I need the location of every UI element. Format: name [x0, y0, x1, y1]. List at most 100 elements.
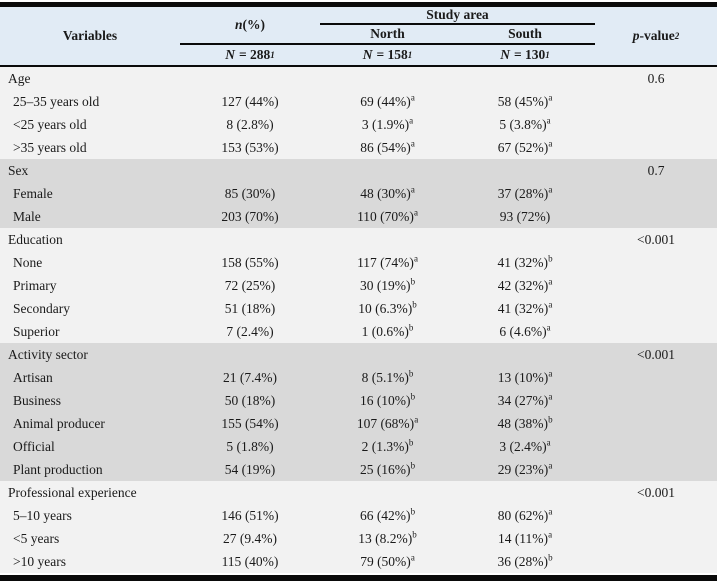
- south-superscript: a: [548, 529, 553, 539]
- north-value: 86 (54%): [360, 139, 411, 155]
- cell-north: 86 (54%)a: [320, 138, 455, 156]
- group-header-row: Age 0.6: [0, 67, 717, 90]
- south-superscript: a: [548, 184, 553, 194]
- cell-south: 58 (45%)a: [455, 92, 595, 110]
- table-row: 25–35 years old 127 (44%) 69 (44%)a 58 (…: [0, 90, 717, 113]
- cell-south: 67 (52%)a: [455, 139, 595, 156]
- row-label: Plant production: [13, 461, 103, 477]
- north-value: 48 (30%): [360, 185, 411, 201]
- south-superscript: a: [548, 391, 553, 401]
- cell-north: 3 (1.9%)a: [320, 116, 455, 133]
- south-superscript: a: [546, 115, 551, 125]
- cell-south: 29 (23%)a: [455, 460, 595, 478]
- cell-total: 50 (18%): [180, 393, 320, 409]
- cell-total: 5 (1.8%): [180, 439, 320, 455]
- north-value: 110 (70%): [357, 208, 414, 224]
- group-header-row: Activity sector <0.001: [0, 343, 717, 366]
- south-superscript: a: [546, 322, 551, 332]
- south-value: 14 (11%): [497, 530, 549, 546]
- table-row: Male 203 (70%) 110 (70%)a 93 (72%): [0, 205, 717, 228]
- row-label: Superior: [13, 323, 60, 339]
- south-superscript: a: [548, 92, 553, 102]
- row-label: Official: [13, 438, 55, 454]
- south-superscript: a: [548, 368, 553, 378]
- table-row: Artisan 21 (7.4%) 8 (5.1%)b 13 (10%)a: [0, 366, 717, 389]
- row-label: None: [13, 254, 43, 270]
- north-value: 16 (10%): [359, 392, 411, 408]
- cell-north: 79 (50%)a: [320, 552, 455, 570]
- north-superscript: a: [414, 414, 419, 424]
- north-superscript: a: [413, 253, 418, 263]
- row-label: Secondary: [13, 300, 70, 316]
- group-header-row: Professional experience <0.001: [0, 481, 717, 504]
- total-value: 51 (18%): [224, 300, 276, 316]
- north-superscript: b: [410, 506, 416, 516]
- north-superscript: b: [408, 368, 414, 378]
- north-value: 8 (5.1%): [361, 369, 409, 385]
- cell-total: 21 (7.4%): [180, 370, 320, 386]
- cell-south: 41 (32%)a: [455, 299, 595, 317]
- total-value: 50 (18%): [224, 392, 276, 408]
- north-superscript: b: [412, 299, 417, 309]
- south-superscript: a: [548, 299, 553, 309]
- n-pct-rest: (%): [242, 17, 266, 32]
- n-south-value: = 130: [513, 47, 546, 62]
- south-label: South: [508, 26, 542, 41]
- table-row: >10 years 115 (40%) 79 (50%)a 36 (28%)b: [0, 550, 717, 573]
- group-label: Professional experience: [8, 484, 137, 500]
- n-north-cell: N = 158 1: [362, 47, 413, 62]
- column-header-north: North: [320, 25, 455, 45]
- south-superscript: a: [548, 460, 553, 470]
- north-value: 66 (42%): [359, 507, 411, 523]
- cell-north: 1 (0.6%)b: [320, 323, 455, 340]
- study-area-label: Study area: [426, 6, 489, 22]
- cell-north: 110 (70%)a: [320, 208, 455, 225]
- row-label: Animal producer: [13, 415, 105, 431]
- north-superscript: a: [410, 552, 415, 562]
- group-header-row: Education <0.001: [0, 228, 717, 251]
- north-value: 25 (16%): [359, 461, 411, 477]
- table-row: Female 85 (30%) 48 (30%)a 37 (28%)a: [0, 182, 717, 205]
- south-value: 58 (45%): [497, 93, 549, 109]
- south-value: 42 (32%): [497, 277, 549, 293]
- row-label: 5–10 years: [13, 507, 72, 523]
- south-value: 5 (3.8%): [499, 116, 547, 132]
- cell-north: 10 (6.3%)b: [320, 299, 455, 317]
- south-value: 13 (10%): [497, 369, 549, 385]
- table-row: Superior 7 (2.4%) 1 (0.6%)b 6 (4.6%)a: [0, 320, 717, 343]
- cell-total: 8 (2.8%): [180, 117, 320, 133]
- north-value: 107 (68%): [356, 415, 415, 431]
- cell-total: 158 (55%): [180, 255, 320, 271]
- cell-south: 41 (32%)b: [455, 253, 595, 271]
- south-value: 41 (32%): [497, 254, 549, 270]
- north-value: 79 (50%): [360, 553, 411, 569]
- total-value: 72 (25%): [224, 277, 276, 293]
- group-p-value: 0.7: [647, 162, 665, 178]
- cell-total: 27 (9.4%): [180, 531, 320, 547]
- cell-north: 48 (30%)a: [320, 184, 455, 202]
- cell-total: 85 (30%): [180, 186, 320, 202]
- north-superscript: a: [410, 92, 415, 102]
- table-row: Business 50 (18%) 16 (10%)b 34 (27%)a: [0, 389, 717, 412]
- group-p-value: <0.001: [637, 346, 675, 362]
- table-row: >35 years old 153 (53%) 86 (54%)a 67 (52…: [0, 136, 717, 159]
- total-value: 127 (44%): [221, 93, 279, 109]
- north-superscript: a: [410, 138, 415, 148]
- north-value: 69 (44%): [360, 93, 411, 109]
- total-value: 153 (53%): [221, 139, 279, 155]
- south-value: 29 (23%): [497, 461, 549, 477]
- cell-north: 2 (1.3%)b: [320, 438, 455, 455]
- south-value: 67 (52%): [497, 139, 549, 155]
- south-superscript: b: [548, 253, 553, 263]
- n-north-letter: N: [362, 47, 373, 62]
- group-label: Sex: [8, 162, 29, 178]
- n-italic: n: [234, 17, 243, 32]
- south-value: 93 (72%): [499, 208, 551, 224]
- cell-total: 72 (25%): [180, 278, 320, 294]
- cell-north: 66 (42%)b: [320, 506, 455, 524]
- north-superscript: a: [410, 184, 415, 194]
- south-value: 48 (38%): [497, 415, 549, 431]
- cell-north: 8 (5.1%)b: [320, 368, 455, 386]
- cell-total: 153 (53%): [180, 140, 320, 156]
